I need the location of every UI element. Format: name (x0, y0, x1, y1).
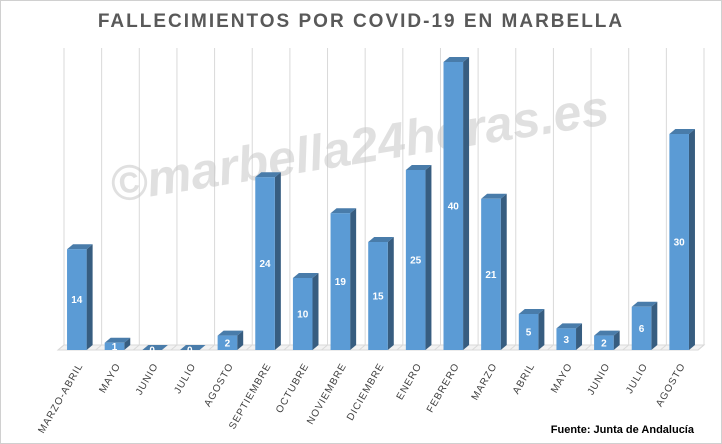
bar (368, 242, 388, 350)
value-label: 0 (149, 346, 155, 357)
bar-top (292, 273, 319, 278)
bar-top (368, 237, 394, 242)
bar (669, 134, 689, 350)
bar-top (669, 129, 695, 134)
bar-side (613, 330, 620, 350)
grid-line (622, 344, 630, 351)
bar (292, 278, 313, 350)
value-label: 0 (187, 346, 193, 357)
bar (330, 213, 351, 350)
bar-side (425, 165, 432, 350)
source: Fuente: Junta de Andalucía (551, 424, 695, 436)
bar-top (217, 330, 244, 336)
chart-title: FALLECIMIENTOS POR COVID-19 EN MARBELLA (98, 11, 624, 32)
bar-side (124, 337, 131, 350)
value-label: 30 (674, 238, 686, 249)
grid-line (547, 344, 554, 351)
grid-line (396, 344, 404, 351)
grid-line (95, 344, 102, 351)
bar-top (255, 172, 281, 178)
value-label: 6 (639, 324, 645, 335)
grid-line (321, 344, 328, 351)
bar-top (104, 337, 131, 343)
bar-side (500, 193, 507, 350)
bar-top (67, 244, 93, 250)
grid-line (697, 344, 705, 351)
bar (631, 306, 652, 350)
bar-side (651, 301, 658, 350)
value-label: 1 (112, 342, 118, 353)
value-label: 21 (485, 270, 497, 281)
bar (481, 198, 501, 350)
value-label: 3 (563, 335, 569, 346)
bar-side (463, 57, 470, 350)
bar (104, 342, 125, 350)
value-label: 19 (335, 277, 347, 288)
grid-line (57, 344, 65, 351)
bar (405, 170, 426, 350)
grid-line (132, 344, 140, 351)
value-label: 40 (448, 202, 460, 213)
bar (255, 177, 275, 350)
value-label: 2 (601, 338, 607, 349)
grid-line (509, 344, 517, 351)
value-label: 10 (297, 310, 309, 321)
grid-line (471, 344, 479, 351)
grid-line (245, 344, 253, 351)
value-label: 15 (372, 292, 384, 303)
grid-line (283, 344, 291, 351)
grid-line (170, 344, 178, 351)
bar-side (350, 208, 357, 350)
bar-top (518, 309, 545, 314)
value-label: 24 (259, 259, 271, 270)
value-label: 14 (71, 295, 83, 306)
bar (556, 328, 577, 350)
grid-line (358, 344, 366, 351)
bar (594, 335, 614, 350)
bar-side (576, 323, 583, 350)
bar-side (387, 237, 394, 350)
grid-line (434, 344, 441, 351)
bar-top (142, 345, 168, 350)
bar (217, 335, 238, 350)
bar (67, 249, 87, 350)
value-label: 2 (225, 338, 231, 349)
bar (443, 62, 464, 350)
bar-top (443, 57, 470, 62)
bar (518, 314, 539, 350)
bar-top (179, 345, 206, 350)
bar-top (330, 208, 357, 214)
bar-top (405, 165, 432, 170)
bar-top (631, 301, 658, 307)
bar-side (237, 330, 244, 350)
bar-top (481, 193, 507, 199)
bar-side (688, 129, 695, 350)
bar-side (274, 172, 281, 350)
bar-side (312, 273, 319, 350)
bar-top (556, 323, 583, 329)
grid-line (660, 344, 667, 351)
bar-side (538, 309, 545, 350)
grid-line (584, 344, 592, 351)
bar-top (594, 330, 620, 336)
bar-side (86, 244, 93, 350)
value-label: 25 (410, 256, 422, 267)
value-label: 5 (526, 328, 532, 339)
grid-line (208, 344, 215, 351)
